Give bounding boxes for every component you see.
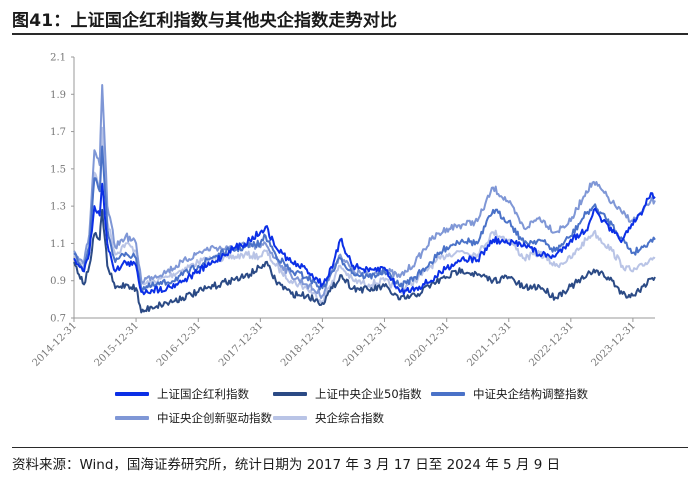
title-divider: [12, 33, 688, 35]
legend-swatch: [273, 416, 307, 420]
legend-item: 上证国企红利指数: [115, 386, 273, 402]
series-line-1: [73, 208, 656, 314]
series-line-0: [73, 182, 656, 296]
series-line-4: [73, 126, 656, 304]
legend-label: 央企综合指数: [315, 411, 384, 425]
x-tick-label: 2016-12-31: [155, 320, 204, 369]
legend-item: 上证中央企业50指数: [273, 386, 431, 402]
legend-label: 中证央企结构调整指数: [473, 387, 588, 401]
y-tick-label: 0.9: [50, 276, 66, 287]
figure-title: 图41：上证国企红利指数与其他央企指数走势对比: [12, 11, 398, 31]
legend-swatch: [273, 392, 307, 396]
x-tick-label: 2022-12-31: [527, 320, 576, 369]
footer-divider: [12, 447, 688, 448]
x-tick-label: 2020-12-31: [403, 320, 452, 369]
legend-item: 中证央企结构调整指数: [431, 386, 631, 402]
x-tick-label: 2015-12-31: [93, 320, 142, 369]
y-tick-label: 1.5: [50, 164, 66, 175]
x-tick-label: 2018-12-31: [279, 320, 328, 369]
legend-item: 央企综合指数: [273, 410, 431, 426]
x-tick-label: 2021-12-31: [465, 320, 514, 369]
x-tick-label: 2014-12-31: [31, 320, 80, 369]
legend-swatch: [115, 392, 149, 396]
y-tick-label: 1.9: [50, 90, 66, 101]
x-tick-label: 2023-12-31: [589, 320, 638, 369]
x-tick-label: 2019-12-31: [341, 320, 390, 369]
y-tick-label: 1.7: [50, 127, 66, 138]
legend-label: 中证央企创新驱动指数: [157, 411, 272, 425]
x-axis: 2014-12-31 2015-12-31 2016-12-31 2017-12-31…: [31, 317, 655, 369]
y-tick-label: 0.7: [50, 314, 66, 325]
line-chart: 2.1 1.9 1.7 1.5 1.3 1.1 0.9 0.7 2014-12-31 2015-…: [31, 53, 656, 369]
y-axis: 2.1 1.9 1.7 1.5 1.3 1.1 0.9 0.7: [50, 53, 75, 325]
legend-swatch: [115, 416, 149, 420]
legend-label: 上证中央企业50指数: [315, 387, 422, 401]
legend-swatch: [431, 392, 465, 396]
y-tick-label: 1.3: [50, 202, 66, 213]
series-line-2: [73, 145, 656, 292]
legend-label: 上证国企红利指数: [157, 387, 249, 401]
chart-legend: 上证国企红利指数 上证中央企业50指数 中证央企结构调整指数中证央企创新驱动指数 央企…: [115, 386, 675, 426]
series-lines: [73, 84, 656, 314]
y-tick-label: 1.1: [50, 239, 66, 250]
series-line-3: [73, 84, 656, 300]
legend-item: 中证央企创新驱动指数: [115, 410, 273, 426]
x-tick-label: 2017-12-31: [217, 320, 266, 369]
y-tick-label: 2.1: [50, 53, 66, 64]
source-note: 资料来源：Wind，国海证券研究所，统计日期为 2017 年 3 月 17 日至…: [12, 457, 561, 473]
